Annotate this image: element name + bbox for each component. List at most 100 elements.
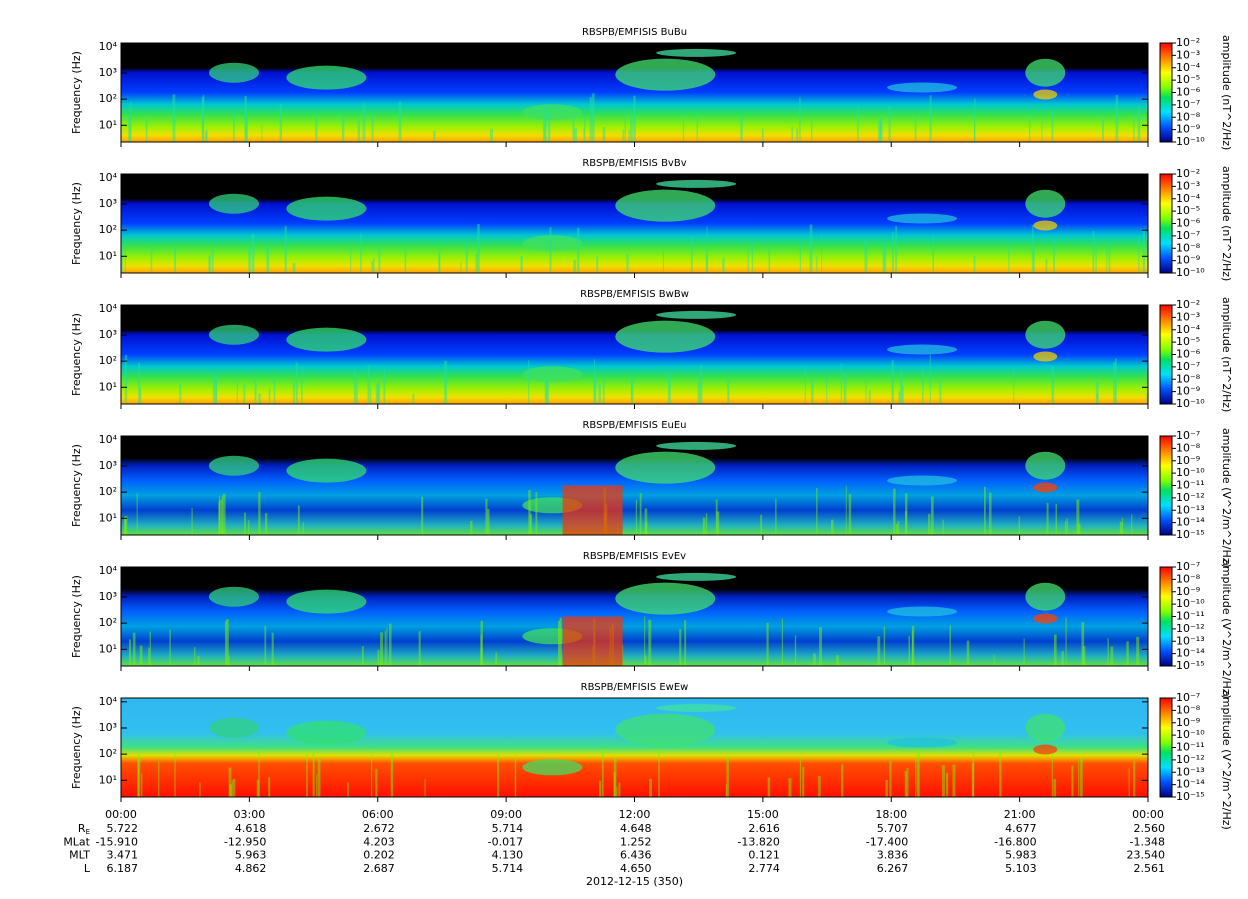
spectral-streak (649, 778, 653, 797)
spectral-streak (682, 118, 685, 142)
spectral-streak (404, 248, 407, 273)
spectral-streak (1071, 765, 1074, 797)
spectral-streak (893, 488, 896, 535)
spectral-streak (984, 486, 986, 535)
spectral-streak (572, 116, 575, 142)
spectral-streak (690, 236, 693, 273)
colorbar-tick-label: 10⁻¹⁵ (1176, 790, 1205, 803)
emission-feature (615, 582, 716, 615)
spectral-streak (216, 374, 218, 404)
spectral-streak (905, 493, 908, 535)
spectral-streak (966, 640, 970, 666)
spectral-streak (726, 756, 729, 797)
spectral-streak (377, 381, 381, 404)
spectral-streak (219, 499, 223, 535)
colorbar-tick-label: 10⁻⁵ (1176, 335, 1200, 348)
y-axis-label: Frequency (Hz) (70, 575, 83, 658)
spectral-streak (816, 487, 818, 535)
colorbar-tick-label: 10⁻⁷ (1176, 229, 1200, 242)
y-tick-label: 10² (99, 223, 117, 236)
spectral-streak (232, 778, 236, 797)
spectral-streak (361, 646, 364, 666)
y-tick-label: 10⁴ (99, 695, 118, 708)
ephemeris-value: 2.687 (363, 862, 395, 875)
ephemeris-value: 5.707 (877, 822, 909, 835)
y-tick-label: 10⁴ (99, 40, 118, 53)
spectral-streak (139, 645, 143, 666)
spectral-streak (840, 363, 842, 404)
spectral-streak (258, 393, 261, 404)
spectral-streak (236, 380, 238, 404)
y-tick-label: 10¹ (99, 642, 117, 655)
ephemeris-value: 6.267 (877, 862, 909, 875)
spectral-streak (1046, 502, 1049, 535)
emission-feature (286, 720, 367, 745)
date-label: 2012-12-15 (350) (586, 875, 683, 888)
spectral-streak (631, 376, 634, 404)
colorbar-tick-label: 10⁻⁸ (1176, 110, 1201, 123)
emission-feature (656, 441, 737, 450)
ephemeris-value: 2.616 (748, 822, 780, 835)
spectral-streak (811, 379, 814, 404)
spectral-streak (781, 618, 784, 666)
spectral-streak (1131, 514, 1133, 535)
spectral-streak (205, 131, 208, 142)
emission-feature (615, 58, 716, 91)
spectral-streak (884, 241, 887, 273)
spectral-streak (378, 246, 381, 273)
spectral-streak (840, 764, 844, 797)
spectral-streak (364, 102, 366, 142)
spectral-streak (885, 780, 888, 797)
ephemeris-value: 3.471 (107, 849, 139, 862)
spectral-streak (261, 125, 263, 142)
emission-feature (1033, 220, 1058, 231)
spectral-streak (1119, 521, 1123, 535)
colorbar-tick-label: 10⁻¹⁰ (1176, 266, 1205, 279)
emission-feature (208, 324, 259, 345)
spectral-streak (705, 513, 708, 535)
y-tick-label: 10² (99, 92, 117, 105)
spectral-streak (315, 115, 318, 142)
spectral-streak (128, 117, 131, 142)
emission-feature (286, 589, 367, 614)
emission-feature (522, 235, 583, 252)
spectral-streak (228, 655, 230, 666)
spectral-streak (138, 362, 141, 404)
spectral-streak (918, 750, 920, 797)
spectral-streak (544, 104, 547, 142)
colorbar-tick-label: 10⁻¹⁰ (1176, 466, 1205, 479)
spectral-streak (796, 128, 799, 142)
spectral-streak (848, 494, 852, 535)
spectral-streak (194, 647, 196, 666)
colorbar-label: amplitude (V^2/m^2/Hz) (1220, 559, 1233, 699)
colorbar-tick-label: 10⁻⁹ (1176, 385, 1200, 398)
ephemeris-value: 1.252 (620, 835, 652, 848)
spectral-streak (684, 620, 687, 666)
spectral-streak (256, 779, 260, 797)
colorbar-tick-label: 10⁻² (1176, 36, 1200, 49)
emission-feature (1025, 320, 1066, 349)
spectral-streak (1115, 358, 1117, 404)
spectral-streak (424, 778, 426, 797)
spectral-streak (865, 381, 867, 404)
row-label: MLat (63, 835, 90, 848)
spectral-streak (124, 515, 128, 535)
panel-title: RBSPB/EMFISIS EuEu (582, 420, 686, 431)
colorbar-tick-label: 10⁻¹⁰ (1176, 397, 1205, 410)
ephemeris-value: 2.672 (363, 822, 395, 835)
row-label: L (84, 862, 91, 875)
y-tick-label: 10³ (99, 66, 117, 79)
spectral-streak (1076, 499, 1080, 535)
spectral-streak (1018, 516, 1020, 535)
spectral-streak (662, 250, 664, 273)
spectral-streak (465, 240, 468, 273)
emission-feature (1033, 744, 1058, 755)
spectral-streak (301, 367, 303, 404)
ephemeris-value: 5.103 (1005, 862, 1037, 875)
spectral-streak (819, 627, 822, 666)
spectral-streak (988, 492, 992, 535)
spectral-streak (197, 655, 200, 666)
spectral-streak (228, 767, 232, 797)
spectral-streak (644, 655, 647, 666)
spectral-streak (174, 751, 176, 797)
